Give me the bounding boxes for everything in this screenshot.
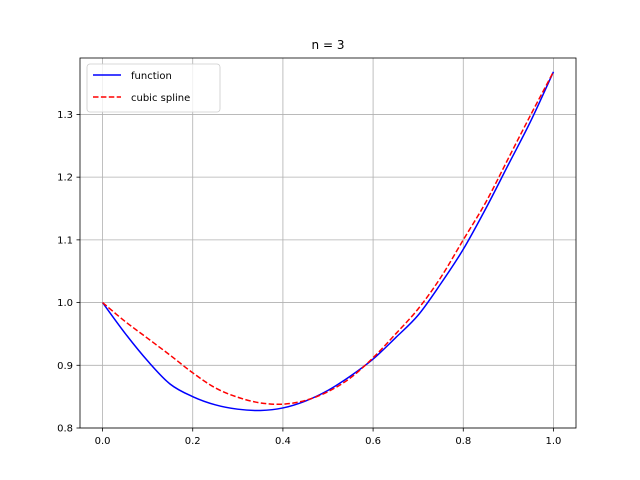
y-tick-label: 1.1 [57, 235, 73, 246]
x-tick-label: 0.6 [365, 436, 381, 447]
y-tick-label: 0.9 [57, 361, 73, 372]
x-axis: 0.0 0.2 0.4 0.6 0.8 1.0 [95, 428, 562, 447]
y-tick-label: 1.2 [57, 173, 73, 184]
y-tick-label: 0.8 [57, 424, 73, 435]
y-axis: 0.8 0.9 1.0 1.1 1.2 1.3 [57, 110, 80, 435]
legend: function cubic spline [86, 63, 221, 113]
chart-title: n = 3 [312, 38, 345, 52]
x-tick-label: 1.0 [546, 436, 562, 447]
legend-box [86, 63, 221, 113]
x-tick-label: 0.4 [275, 436, 291, 447]
x-tick-label: 0.0 [95, 436, 111, 447]
legend-label-cubic-spline: cubic spline [131, 93, 190, 104]
x-tick-label: 0.8 [455, 436, 471, 447]
plot-frame [79, 57, 577, 429]
series-layer [101, 71, 555, 412]
grid [80, 58, 576, 429]
series-line-function [101, 71, 555, 412]
x-tick-label: 0.2 [185, 436, 201, 447]
legend-label-function: function [131, 71, 172, 82]
y-tick-label: 1.0 [57, 298, 73, 309]
y-tick-label: 1.3 [57, 110, 73, 121]
